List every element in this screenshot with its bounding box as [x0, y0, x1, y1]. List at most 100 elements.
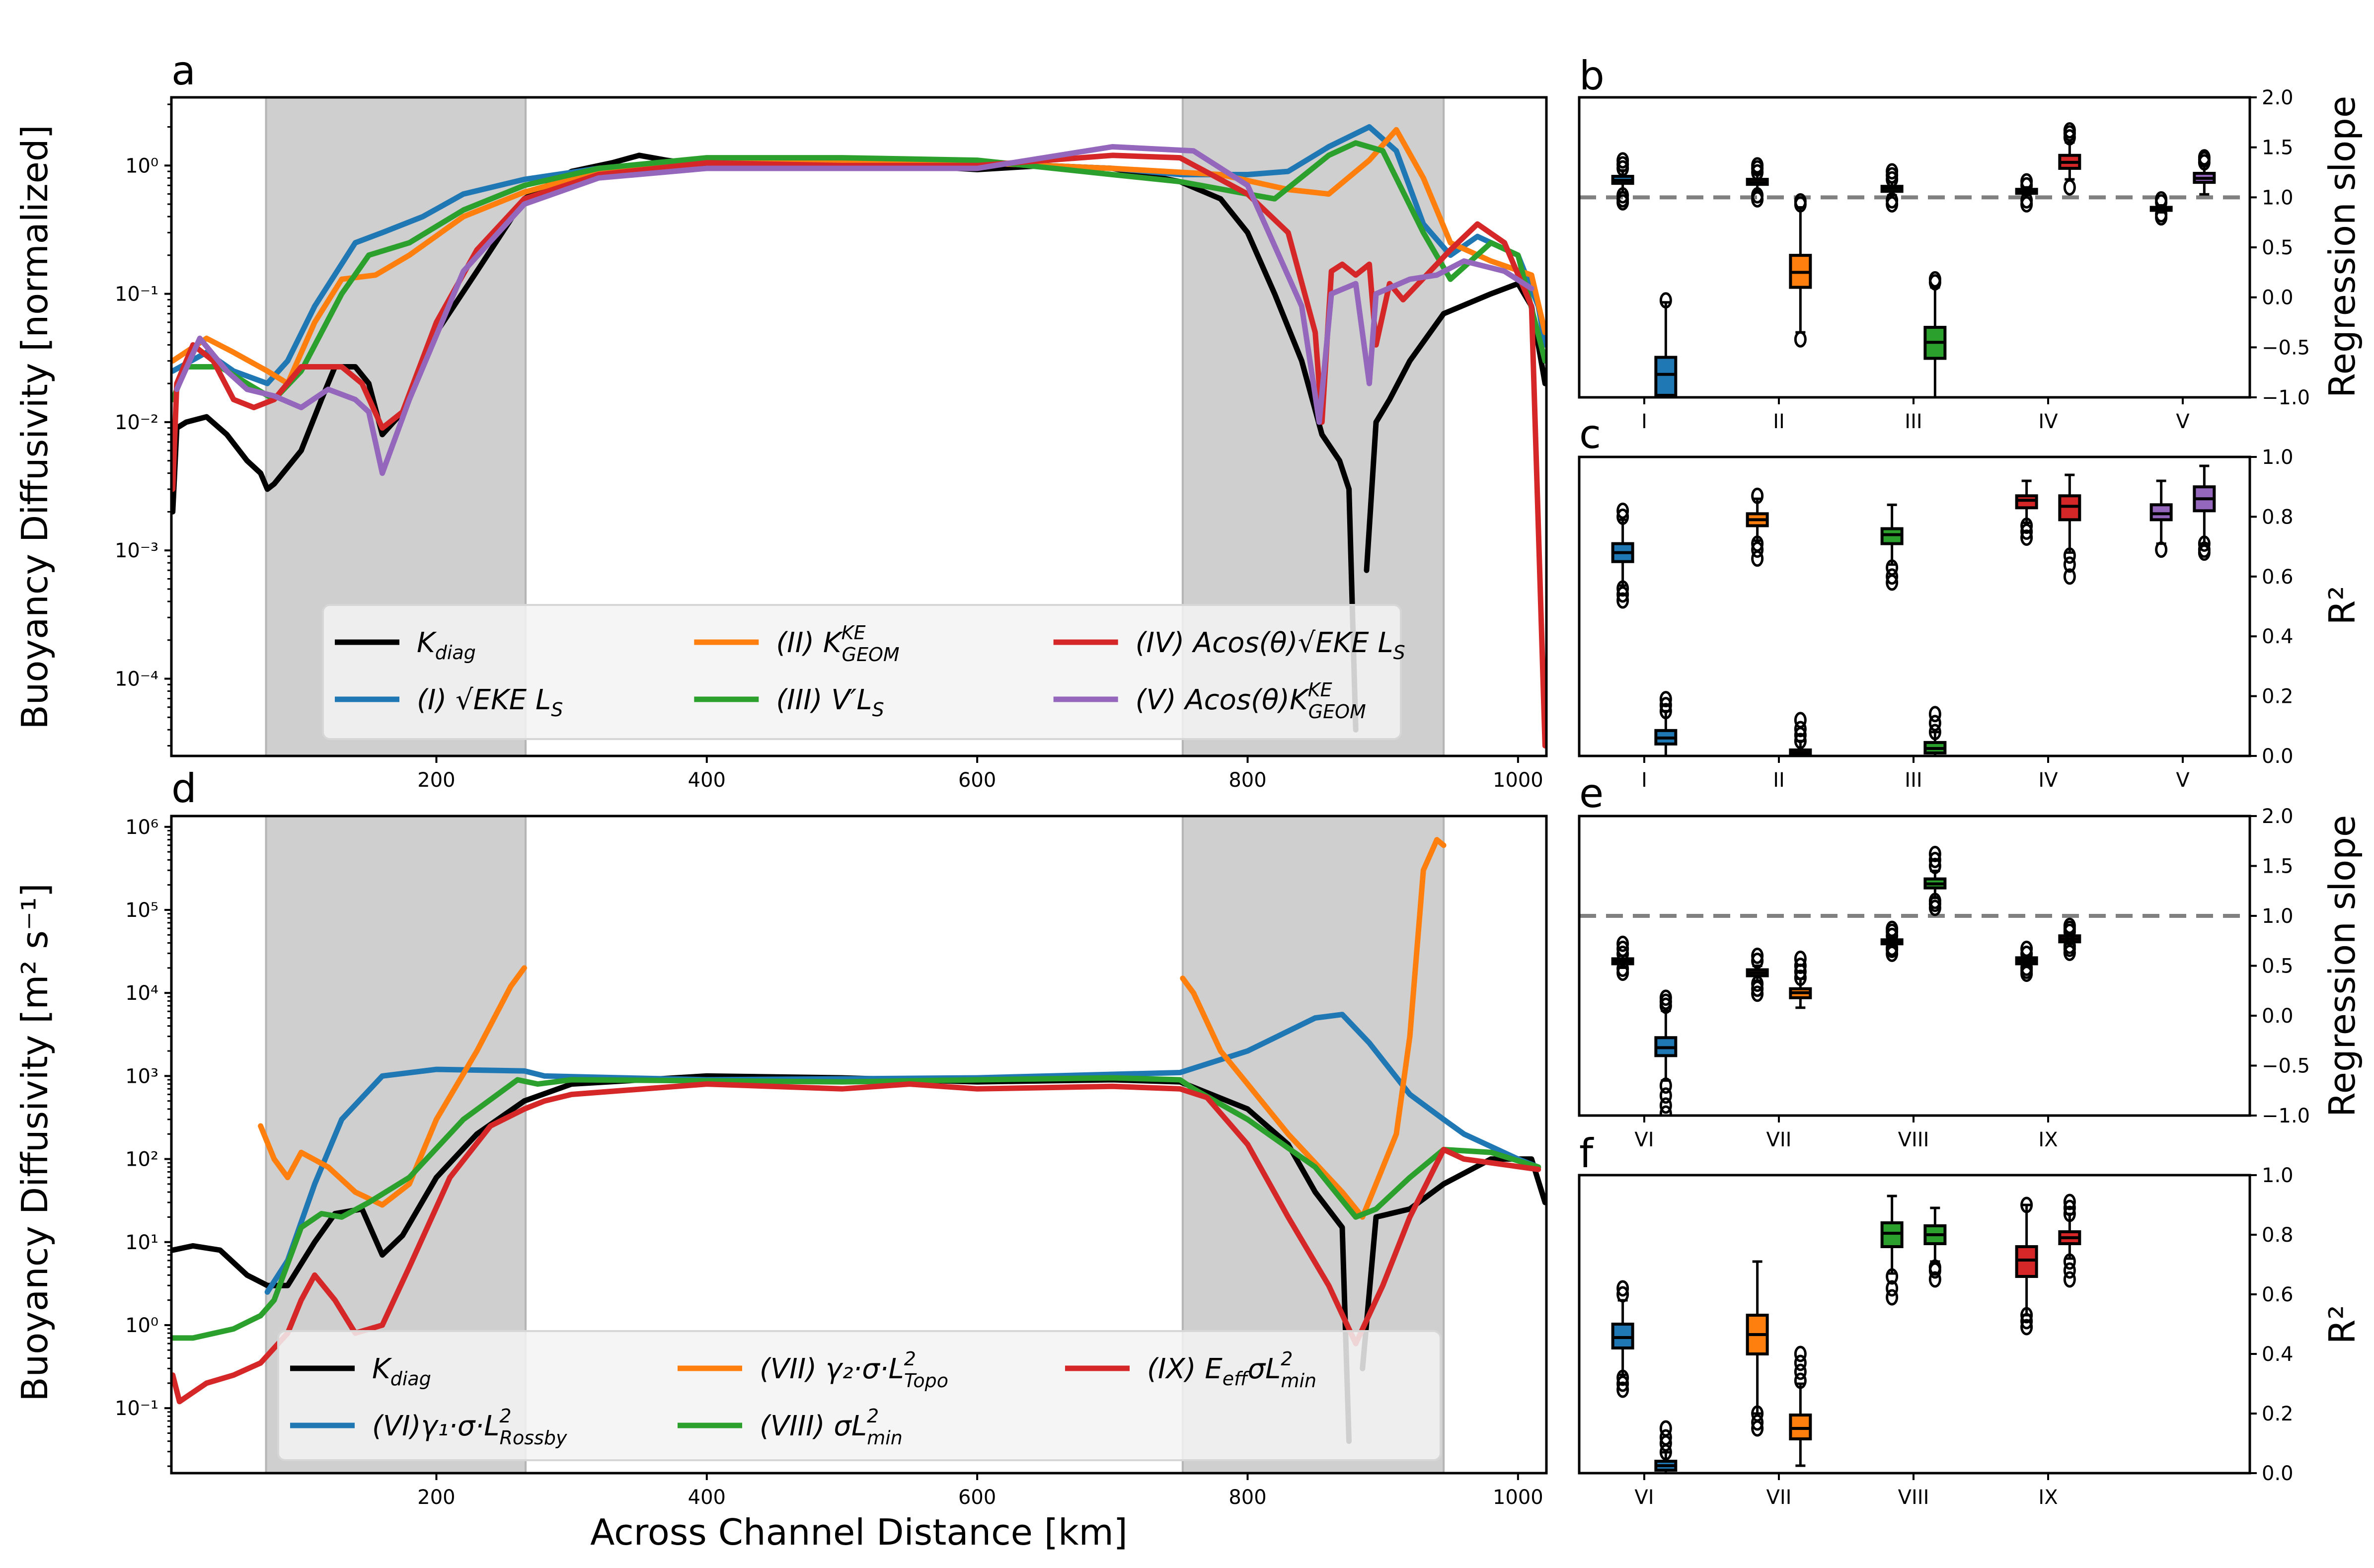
outlier-point	[1616, 586, 1629, 603]
outlier-point	[1659, 292, 1672, 309]
boxes	[1611, 845, 2081, 1117]
legend-label-main: (VII) γ₂·σ·L	[760, 1353, 904, 1385]
box-vii-2	[1789, 1345, 1812, 1467]
category-label: II	[1773, 769, 1785, 792]
box-iqr	[2058, 494, 2081, 522]
x-tick-label: 800	[1228, 1486, 1266, 1509]
outlier-point	[1659, 703, 1672, 720]
legend-entry-ii: (II) KKE GEOM	[694, 622, 900, 666]
box-viii-1	[1880, 920, 1904, 962]
category-label: IX	[2038, 1486, 2058, 1509]
outlier-point	[2063, 122, 2076, 139]
outlier-point	[1659, 1105, 1672, 1117]
legend-label-sub: Rossby	[500, 1427, 567, 1449]
x-tick-label: 200	[417, 769, 455, 792]
y-tick-label: 0.0	[2262, 1005, 2294, 1028]
outlier-point	[1794, 1363, 1807, 1380]
outlier-point	[1751, 985, 1764, 1002]
outlier-point	[1794, 712, 1807, 729]
y-tick-label: 0.2	[2262, 685, 2294, 708]
panel-e-ylabel: Regression slope	[2321, 815, 2363, 1117]
outlier-point	[1928, 1271, 1941, 1288]
outlier-point	[1794, 970, 1807, 986]
y-tick-label: 0.8	[2262, 506, 2294, 528]
outlier-point	[1794, 958, 1807, 974]
outlier-point	[1616, 940, 1629, 957]
y-tick-label: 10⁶	[125, 816, 158, 839]
y-tick-label: 10⁻¹	[115, 1397, 158, 1420]
legend-label-main: (IV) Acos(θ)√EKE L	[1136, 627, 1393, 659]
box-ix-1	[2015, 1196, 2038, 1336]
outlier-point	[1616, 1280, 1629, 1297]
y-tick-label: 0.2	[2262, 1403, 2294, 1425]
outlier-point	[2020, 1196, 2033, 1213]
y-tick-label: 10⁴	[125, 982, 158, 1005]
boxes	[1611, 464, 2216, 757]
category-label: IX	[2038, 1128, 2058, 1151]
y-tick-label: 0.8	[2262, 1224, 2294, 1247]
axes-frame	[170, 96, 1548, 757]
legend-label: (III) V′LS	[776, 684, 884, 721]
legend-label-sup: 2	[499, 1405, 511, 1427]
outlier-point	[2020, 529, 2033, 546]
outlier-point	[2020, 523, 2033, 540]
outlier-point	[2155, 541, 2168, 558]
outlier-point	[1794, 331, 1807, 348]
box-vi-2	[1654, 989, 1678, 1117]
x-tick-label: 800	[1228, 769, 1266, 792]
box-iqr	[2015, 494, 2038, 510]
legend-label-main: (V) Acos(θ)K	[1136, 684, 1310, 716]
outlier-point	[1751, 541, 1764, 558]
panel-d-line-chart: 200 400 600 800 1000 10⁻¹ 10⁰ 10¹ 10² 10³ 10⁴ 10⁵ 10…	[115, 815, 1548, 1509]
outlier-point	[1659, 1077, 1672, 1094]
legend-label-main: (I) √EKE L	[417, 684, 551, 716]
legend-label-sup: KE	[1308, 679, 1332, 701]
legend-frame	[277, 1330, 1442, 1461]
category-label: VII	[1766, 1128, 1792, 1151]
legend-label-sub: diag	[435, 642, 476, 664]
legend-label-sub: S	[551, 699, 563, 721]
legend-label-sub: diag	[390, 1368, 431, 1390]
legend-entry-i: (I) √EKE LS	[335, 684, 563, 721]
outlier-point	[1794, 1354, 1807, 1371]
box-vi-1	[1611, 935, 1634, 981]
legend-label-main: K	[417, 627, 437, 659]
outlier-point	[2063, 1194, 2076, 1210]
box-i-1	[1611, 502, 1634, 609]
series-line-iv	[171, 152, 1546, 748]
outlier-point	[1616, 1286, 1629, 1303]
panel-d-ylabel: Buoyancy Diffusivity [m² s⁻¹]	[14, 883, 56, 1402]
y-tick-label: 1.5	[2262, 855, 2294, 878]
y-tick-label: 10⁰	[125, 1314, 158, 1337]
legend-entry-iv: (IV) Acos(θ)√EKE LS	[1053, 627, 1405, 664]
outlier-point	[1751, 975, 1764, 992]
panel-letter-c: c	[1579, 411, 1601, 457]
outlier-point	[1751, 1414, 1764, 1431]
outlier-point	[1616, 502, 1629, 519]
outlier-point	[1928, 851, 1941, 868]
legend-label-main: (IX) E	[1147, 1353, 1223, 1385]
outlier-point	[1616, 1381, 1629, 1398]
category-label: V	[2176, 410, 2190, 433]
category-label: VII	[1766, 1486, 1792, 1509]
series-line-k-diag	[171, 1073, 1546, 1444]
y-tick-label: 0.0	[2262, 1462, 2294, 1485]
boxes	[1611, 1194, 2081, 1474]
legend-entry-viii: (VIII) σL2 min	[678, 1405, 903, 1449]
y-tick-label: 10⁻²	[115, 411, 158, 434]
y-tick-label: −0.5	[2262, 336, 2310, 359]
outlier-point	[1751, 980, 1764, 997]
outlier-point	[2020, 173, 2033, 190]
outlier-point	[2155, 191, 2168, 208]
outlier-point	[1886, 1268, 1899, 1285]
y-tick-label: 10⁻⁴	[115, 668, 158, 690]
box-iv-1	[2015, 479, 2038, 546]
curves	[171, 124, 1546, 748]
outlier-point	[1751, 952, 1764, 969]
panel-f-ylabel: R²	[2321, 1305, 2363, 1344]
y-tick-label: −1.0	[2262, 386, 2310, 409]
panel-letter-e: e	[1579, 770, 1604, 817]
outlier-point	[2020, 1307, 2033, 1324]
box-ii-1	[1746, 487, 1769, 567]
legend-label-sup: KE	[842, 622, 866, 644]
